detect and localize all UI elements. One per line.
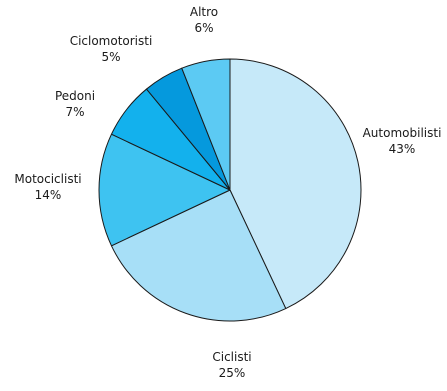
pie-slice-automobilisti (229, 58, 362, 310)
slice-label-ciclomotoristi: Ciclomotoristi (70, 34, 153, 48)
slice-percent-ciclomotoristi: 5% (101, 50, 120, 64)
pie-slice-altro (181, 58, 231, 191)
slice-percent-motociclisti: 14% (35, 188, 62, 202)
pie-slices (98, 58, 362, 322)
slice-label-ciclisti: Ciclisti (212, 350, 251, 364)
slice-label-automobilisti: Automobilisti (363, 126, 442, 140)
slice-label-motociclisti: Motociclisti (14, 172, 81, 186)
pie-labels: Automobilisti 43% Ciclisti 25% Motociclisti 1… (14, 5, 441, 380)
slice-label-pedoni: Pedoni (55, 89, 95, 103)
slice-percent-ciclisti: 25% (219, 366, 246, 380)
slice-percent-pedoni: 7% (65, 105, 84, 119)
slice-label-altro: Altro (190, 5, 218, 19)
slice-percent-altro: 6% (194, 21, 213, 35)
pie-slice-ciclisti (110, 189, 287, 322)
slice-percent-automobilisti: 43% (389, 142, 416, 156)
pie-slice-motociclisti (98, 133, 231, 247)
